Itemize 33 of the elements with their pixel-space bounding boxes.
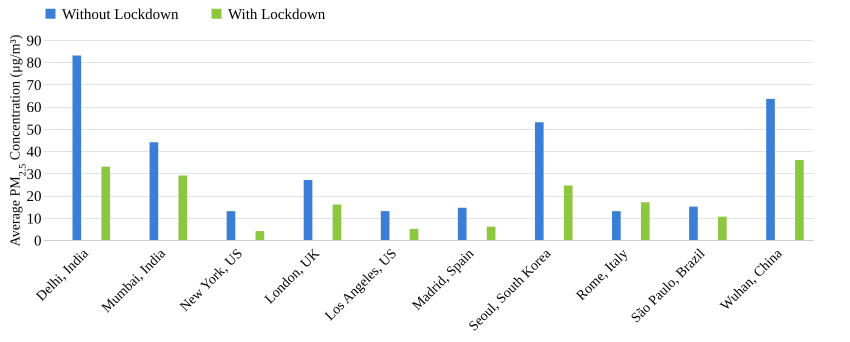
bar: [689, 206, 698, 240]
bar: [718, 216, 727, 240]
bar: [380, 211, 390, 240]
bar: [458, 208, 467, 240]
y-tick-label: 60: [26, 100, 42, 116]
bar: [72, 56, 82, 240]
y-tick-label: 0: [34, 234, 42, 250]
bar: [640, 202, 650, 240]
bar: [150, 142, 158, 240]
y-tick-label: 70: [26, 78, 42, 94]
bar: [534, 122, 544, 240]
legend-label: Without Lockdown: [62, 6, 179, 23]
bar: [226, 211, 236, 240]
legend-label: With Lockdown: [228, 6, 326, 23]
bar: [612, 211, 621, 240]
bar: [410, 228, 418, 240]
bar: [304, 180, 312, 240]
y-tick-label: 80: [26, 56, 42, 72]
y-tick-label: 40: [26, 144, 42, 161]
y-tick-label: 30: [26, 166, 42, 183]
y-tick-label: 10: [26, 211, 42, 228]
bar: [178, 176, 188, 240]
bar: [486, 226, 496, 240]
bar: [101, 166, 110, 240]
bar: [795, 160, 804, 240]
bar: [332, 204, 342, 240]
y-tick-label: 50: [26, 122, 42, 138]
bar: [564, 186, 573, 240]
y-tick-label: 90: [26, 34, 42, 50]
x-tick-label: New York, US: [178, 246, 246, 315]
bar: [256, 231, 264, 240]
bar: [766, 98, 775, 240]
y-tick-label: 20: [26, 189, 42, 206]
